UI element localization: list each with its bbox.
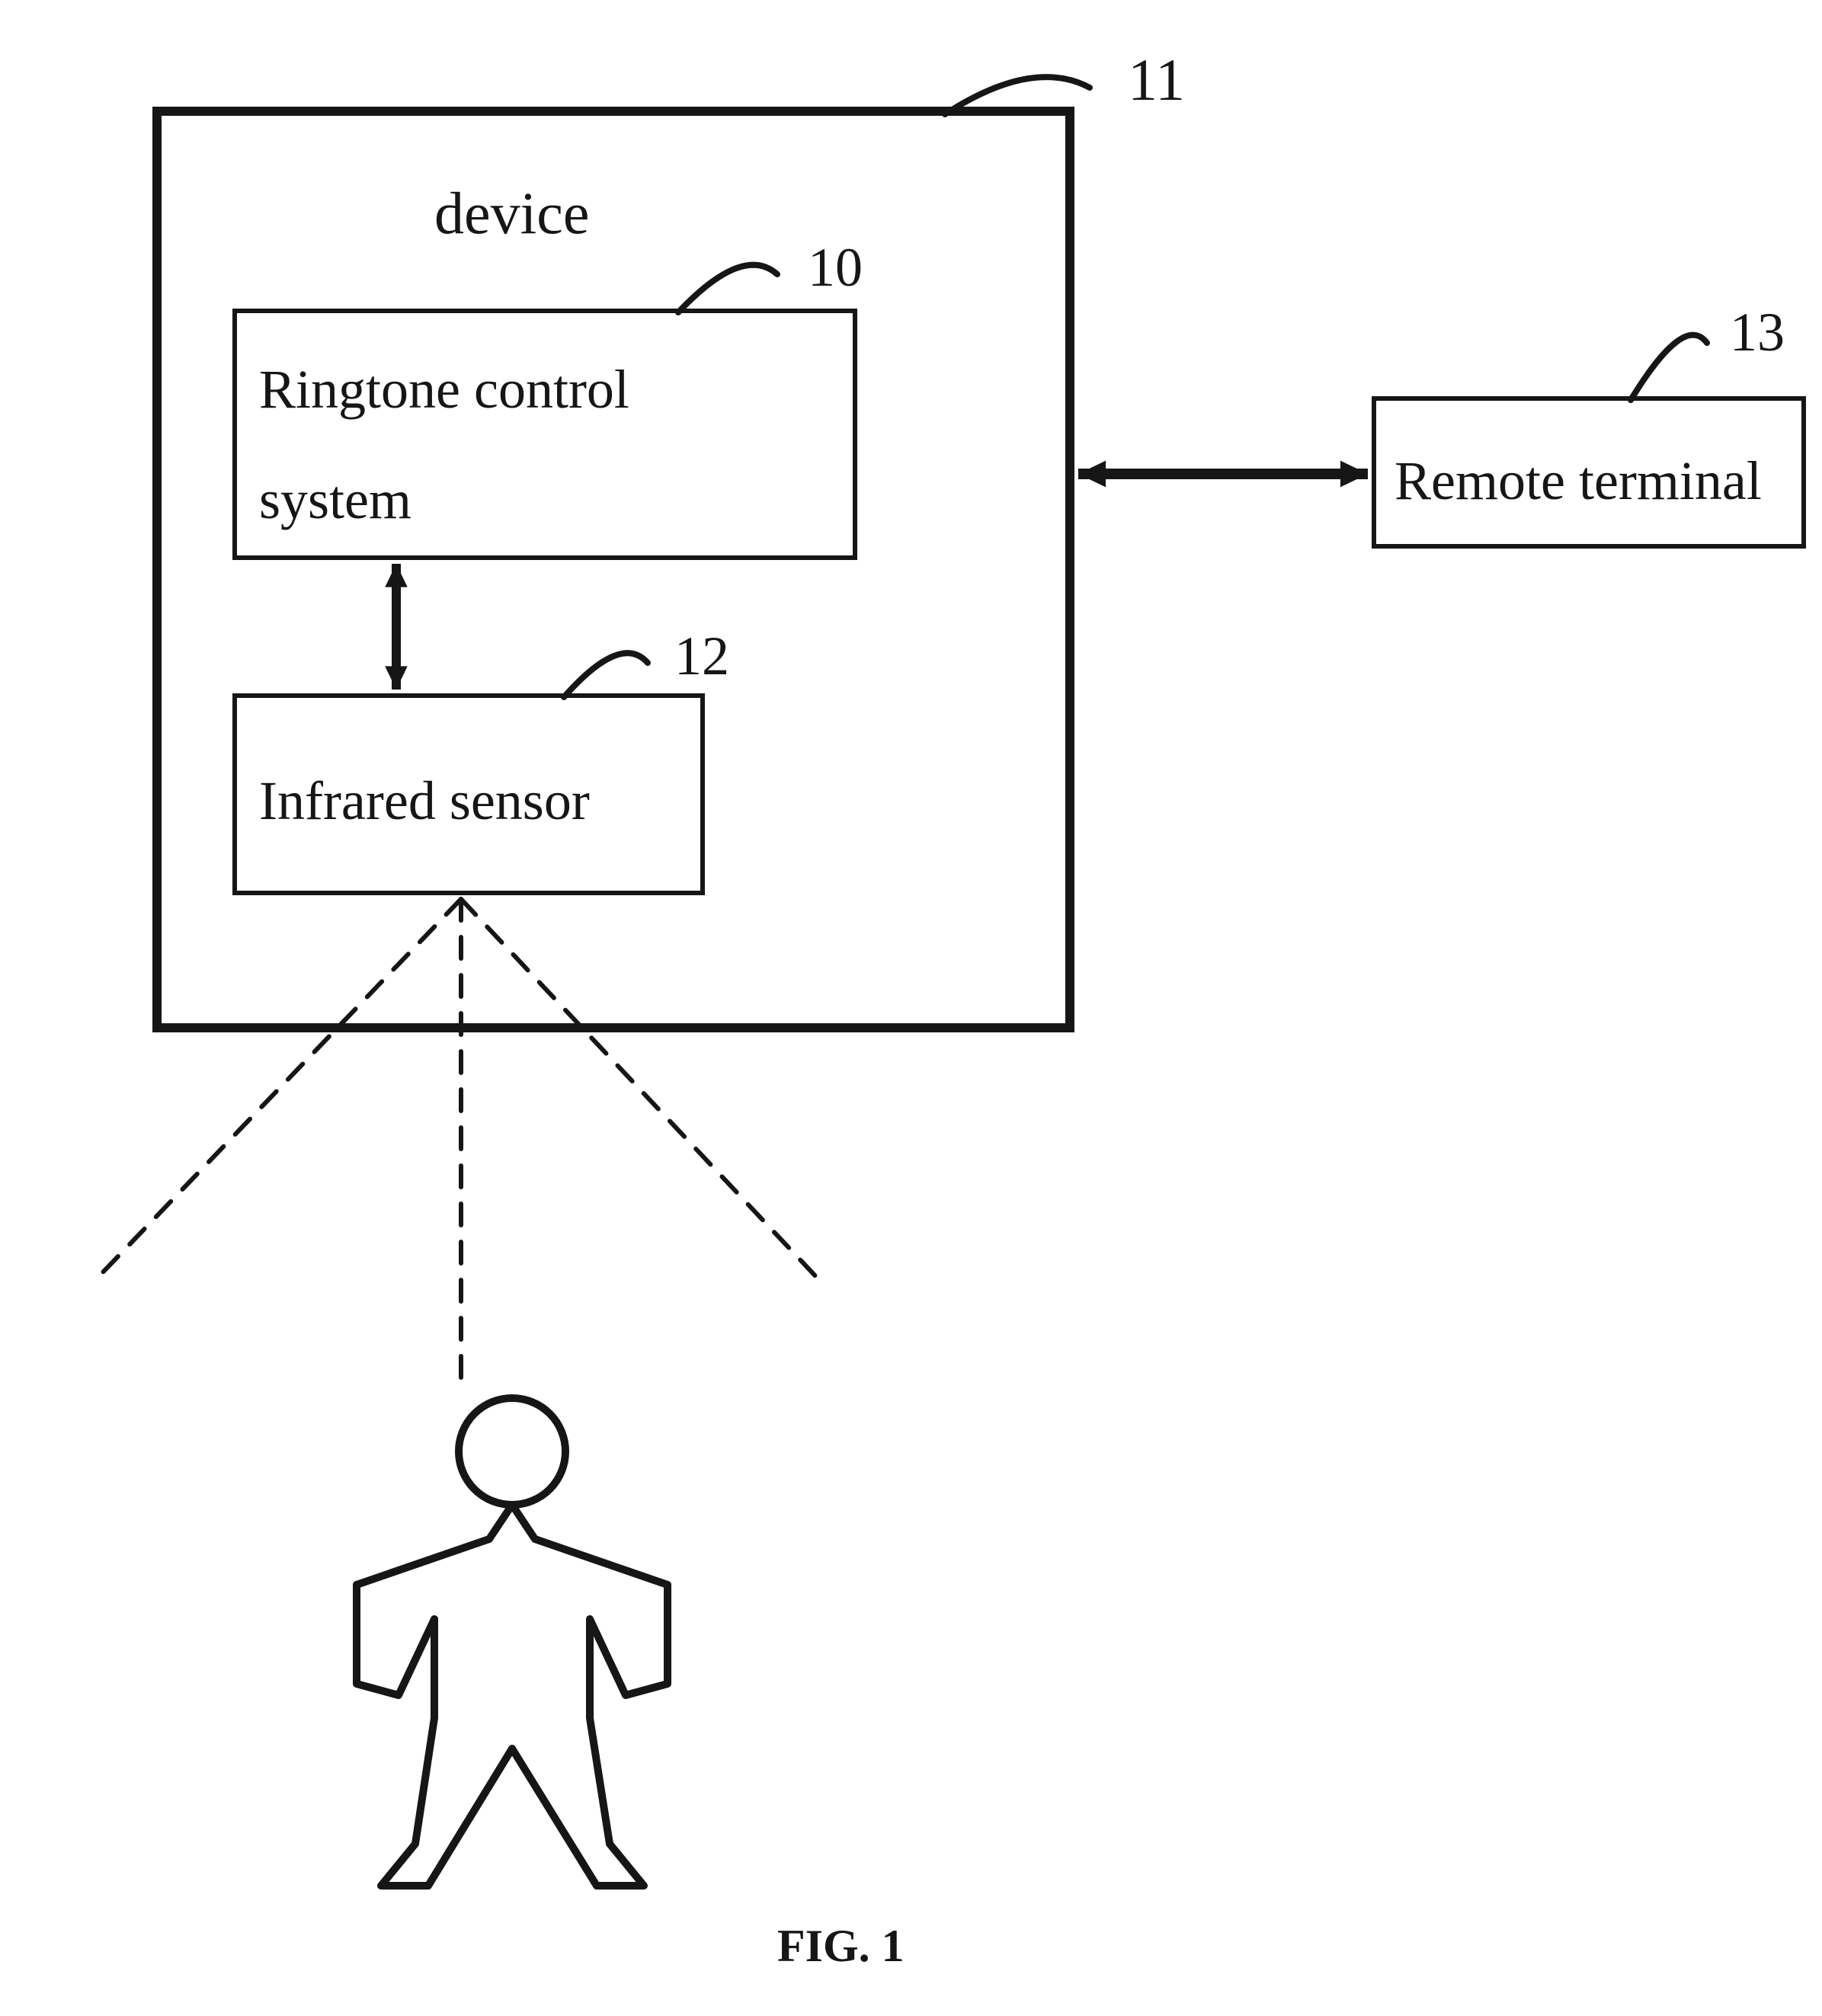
sensor-ref-number: 12 [674,625,729,688]
remote-label: Remote terminal [1395,450,1762,513]
ringtone-ref-number: 10 [808,236,863,299]
device-title: device [434,179,590,248]
remote-ref-number: 13 [1730,301,1785,364]
device-ref-number: 11 [1128,46,1185,114]
ringtone-label-line1: Ringtone control [259,358,629,421]
figure-canvas: device 11 Ringtone control system 10 Inf… [0,0,1822,2016]
figure-caption: FIG. 1 [777,1920,905,1973]
ringtone-label-line2: system [259,469,411,532]
sensor-label: Infrared sensor [259,770,590,833]
